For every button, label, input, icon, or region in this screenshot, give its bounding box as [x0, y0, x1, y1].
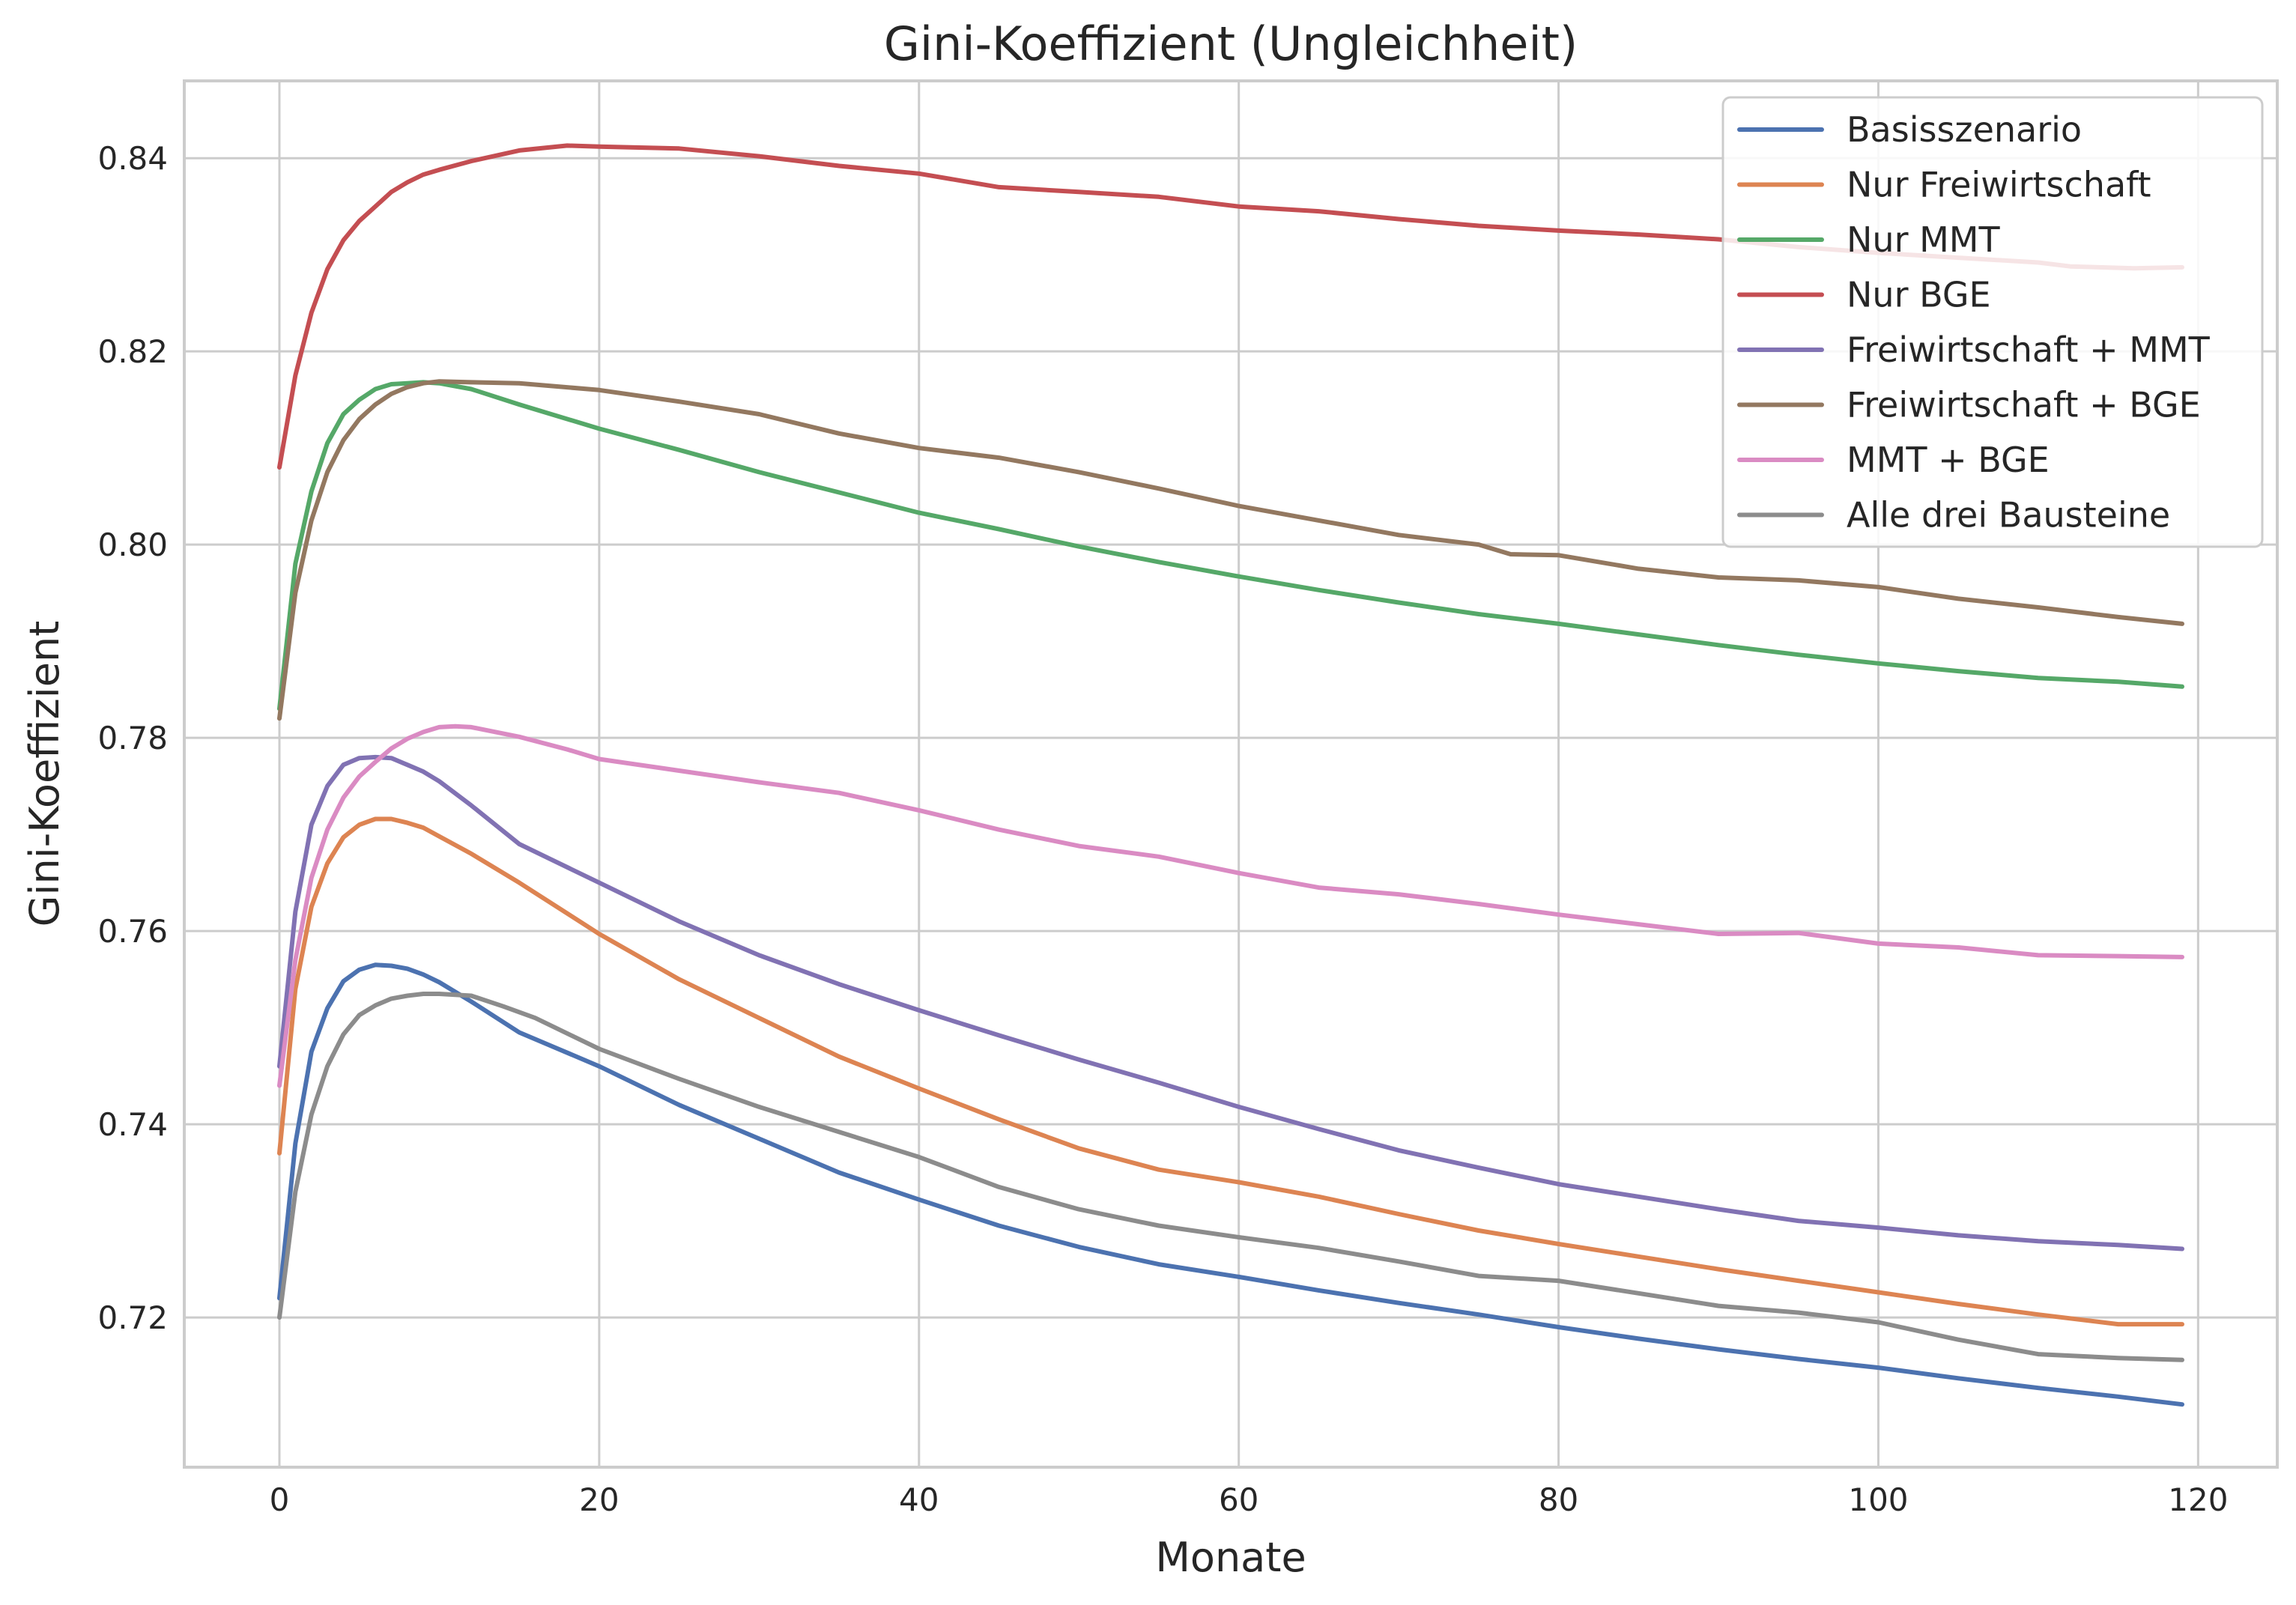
- legend-entry-label: Freiwirtschaft + BGE: [1847, 385, 2201, 425]
- series-line-6: [277, 379, 2184, 721]
- series-line-1: [277, 962, 2184, 1407]
- legend-entry-label: Nur Freiwirtschaft: [1847, 165, 2151, 205]
- series-line-5: [277, 754, 2184, 1251]
- x-tick-label: 60: [1219, 1481, 1258, 1518]
- y-tick-label: 0.74: [97, 1106, 168, 1143]
- legend-entry-label: Basisszenario: [1847, 109, 2082, 150]
- chart-title: Gini-Koeffizient (Ungleichheit): [884, 16, 1578, 71]
- y-axis-label: Gini-Koeffizient: [21, 621, 68, 927]
- y-tick-label: 0.84: [97, 140, 168, 177]
- y-tick-label: 0.82: [97, 333, 168, 370]
- legend: Basisszenario Nur Freiwirtschaft Nur MMT Nu…: [1721, 96, 2264, 548]
- y-tick-label: 0.80: [97, 527, 168, 563]
- legend-entry-label: Nur BGE: [1847, 275, 1991, 315]
- legend-box: [1721, 96, 2264, 548]
- series-line-2: [277, 816, 2184, 1327]
- x-tick-label: 100: [1848, 1481, 1908, 1518]
- x-tick-label: 120: [2168, 1481, 2228, 1518]
- plot-area-frame: [183, 79, 2279, 1469]
- legend-entry-label: Alle drei Bausteine: [1847, 495, 2170, 535]
- series-line-8: [277, 992, 2184, 1362]
- x-axis-label: Monate: [1155, 1534, 1306, 1581]
- y-tick-label: 0.78: [97, 720, 168, 756]
- x-tick-label: 0: [270, 1481, 290, 1518]
- y-tick-label: 0.72: [97, 1299, 168, 1336]
- x-tick-label: 80: [1539, 1481, 1578, 1518]
- series-layer: [277, 143, 2184, 1407]
- y-tick-label: 0.76: [97, 913, 168, 950]
- x-tick-label: 20: [579, 1481, 619, 1518]
- series-line-7: [277, 723, 2184, 1088]
- x-tick-label: 40: [899, 1481, 939, 1518]
- legend-entry-label: Freiwirtschaft + MMT: [1847, 330, 2211, 370]
- grid-lines: [184, 81, 2277, 1467]
- legend-entry-label: Nur MMT: [1847, 219, 2000, 260]
- tick-labels: 0 20 40 60 80 100 120 0.72 0.74 0.76 0.78 0.80 0.82 0…: [97, 140, 2228, 1518]
- legend-entry-label: MMT + BGE: [1847, 440, 2050, 480]
- series-line-3: [277, 380, 2184, 712]
